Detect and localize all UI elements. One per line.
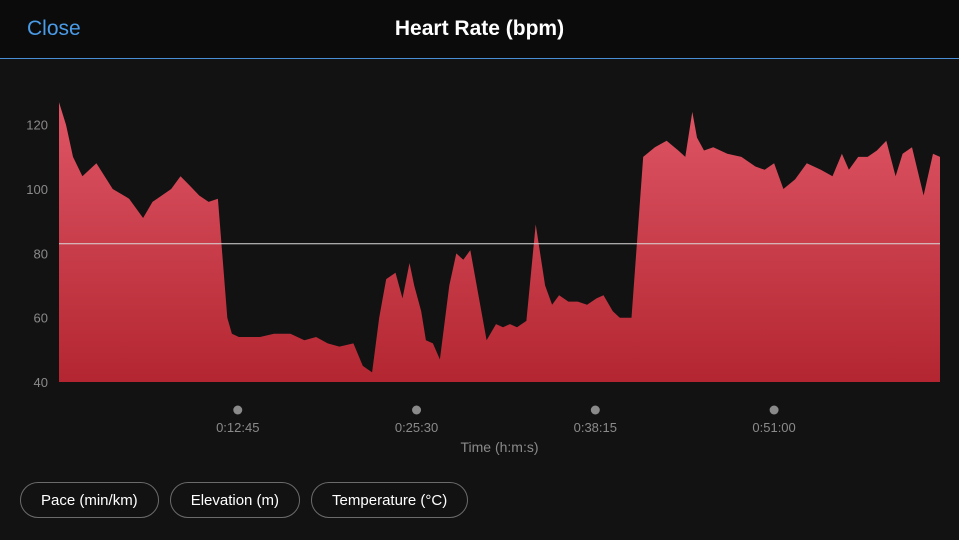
close-button[interactable]: Close <box>27 17 81 40</box>
y-tick-label: 100 <box>26 182 48 197</box>
elevation-button[interactable]: Elevation (m) <box>169 482 301 518</box>
x-tick-label: 0:12:45 <box>216 420 259 435</box>
x-axis-title: Time (h:m:s) <box>460 439 538 455</box>
x-tick-label: 0:51:00 <box>752 420 795 435</box>
heart-rate-chart: 40 60 80 100 120 0:12:45 0:25:30 0:38:15 0:51:0… <box>26 102 940 455</box>
y-tick-label: 60 <box>34 311 48 326</box>
y-tick-label: 80 <box>34 246 48 261</box>
temperature-button[interactable]: Temperature (°C) <box>311 482 469 518</box>
pace-button[interactable]: Pace (min/km) <box>20 482 159 518</box>
y-tick-label: 40 <box>34 375 48 390</box>
x-tick-marker <box>769 405 779 415</box>
heart-rate-area <box>59 102 940 382</box>
page-title: Heart Rate (bpm) <box>394 17 565 40</box>
header-bar: Close Heart Rate (bpm) <box>0 0 959 59</box>
metric-buttons: Pace (min/km) Elevation (m) Temperature … <box>20 482 469 518</box>
x-tick-marker <box>590 405 600 415</box>
x-tick-label: 0:25:30 <box>395 420 438 435</box>
x-tick-marker <box>233 405 243 415</box>
y-tick-label: 120 <box>26 118 48 133</box>
x-tick-marker <box>412 405 422 415</box>
x-tick-label: 0:38:15 <box>574 420 617 435</box>
